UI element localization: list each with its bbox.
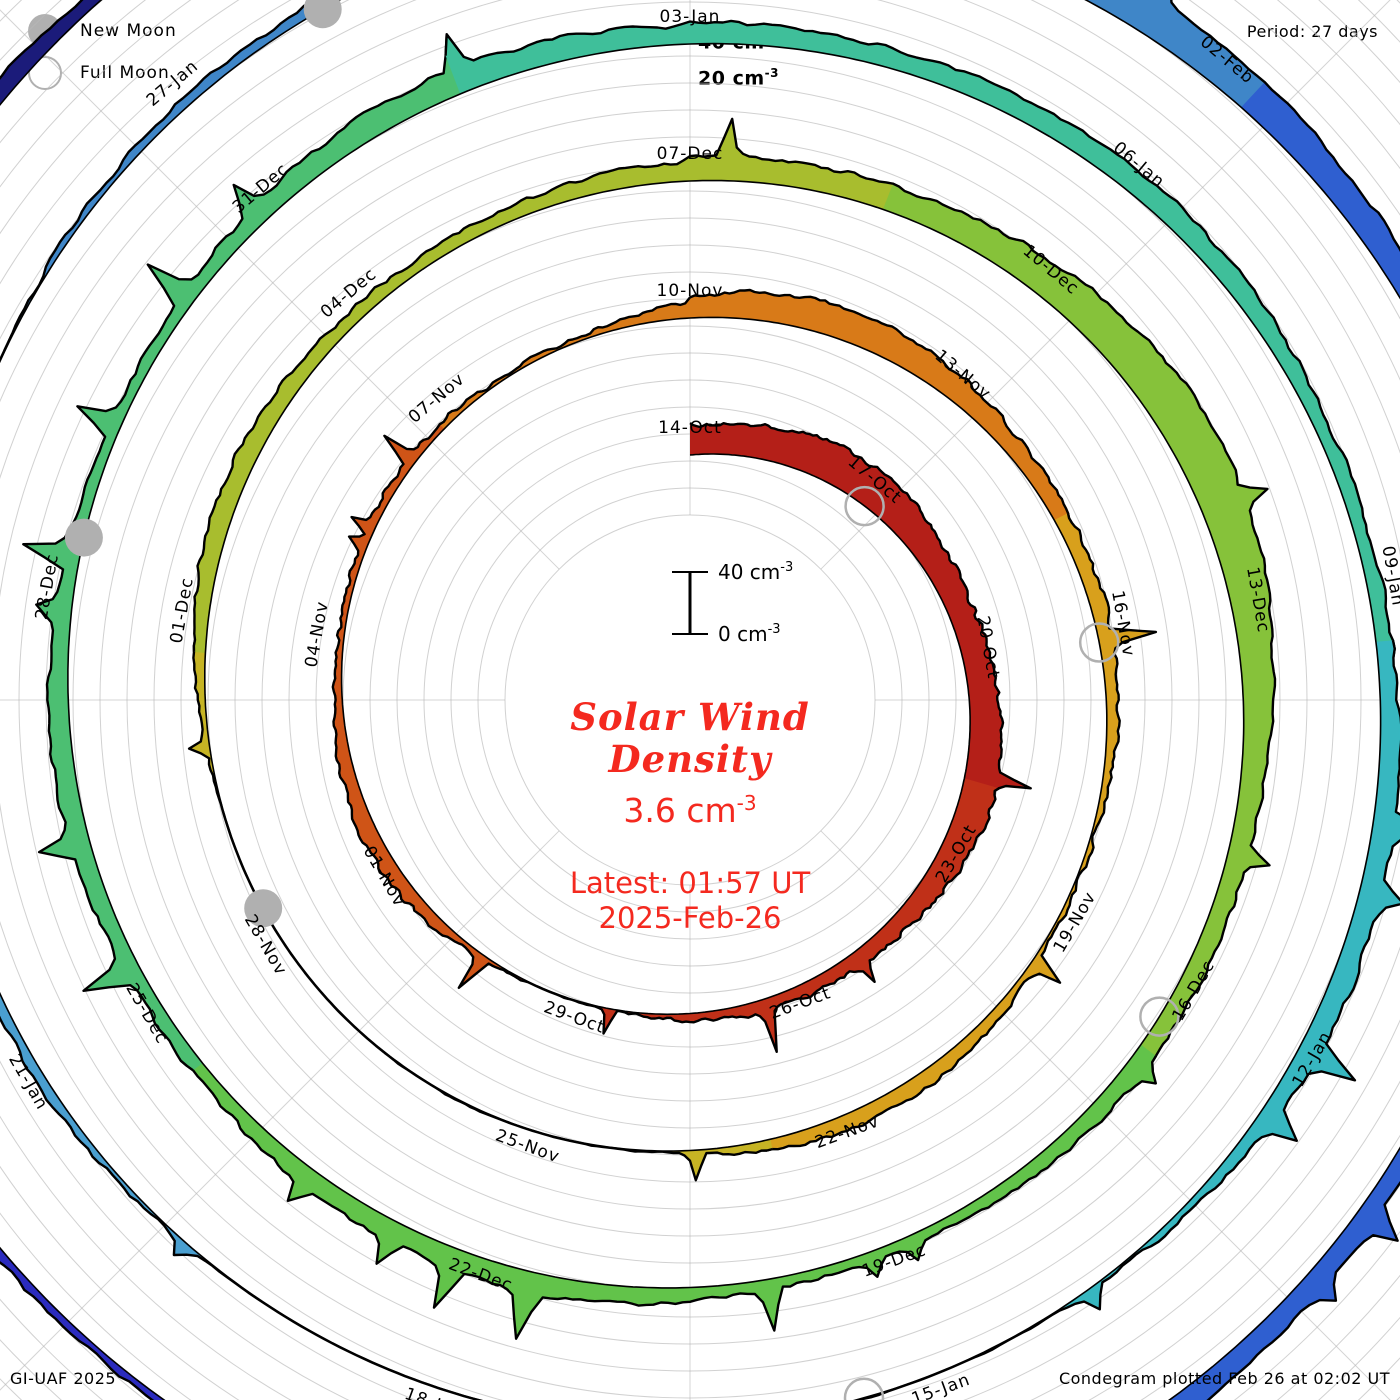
new-moon-marker <box>244 889 283 928</box>
key-axis-top-label: 40 cm-3 <box>718 560 793 584</box>
grid-spoke <box>820 0 1391 570</box>
grid-spoke <box>820 830 1391 1400</box>
density-line <box>761 512 1158 1152</box>
density-line <box>22 33 465 1072</box>
plot-timestamp: Condegram plotted Feb 26 at 02:02 UT <box>1058 1369 1390 1388</box>
density-line <box>1206 81 1400 1400</box>
density-fill <box>882 183 1275 1072</box>
density-line <box>331 417 518 989</box>
density-line <box>892 182 1277 1072</box>
legend-item-full-moon: Full Moon <box>28 52 177 94</box>
date-label: 29-Oct <box>541 997 608 1038</box>
density-line <box>689 422 1032 795</box>
date-label: 10-Nov <box>657 281 724 301</box>
plot-title-line1: Solar Wind <box>570 695 810 739</box>
density-line <box>439 288 1073 524</box>
full-moon-marker <box>1078 622 1120 663</box>
date-label: 25-Nov <box>493 1126 563 1168</box>
period-label: Period: 27 days <box>1246 22 1378 41</box>
grid-spoke <box>0 9 560 570</box>
density-line <box>0 1261 155 1400</box>
date-label: 04-Nov <box>302 600 333 669</box>
moon-phase-legend: New Moon Full Moon <box>28 10 177 94</box>
attribution: GI-UAF 2025 <box>10 1369 117 1388</box>
density-line <box>180 1055 1157 1340</box>
date-label: 14-Oct <box>658 418 722 438</box>
density-line <box>192 117 906 652</box>
density-line <box>3 0 1281 352</box>
density-fill <box>4 0 1280 351</box>
current-value: 3.6 cm-3 <box>623 791 756 830</box>
date-label: 07-Nov <box>405 369 469 427</box>
full-moon-marker <box>844 485 885 527</box>
full-moon-marker <box>1139 996 1180 1037</box>
density-fill <box>690 423 1031 795</box>
date-label: 03-Jan <box>660 7 721 27</box>
full-moon-marker <box>843 1377 885 1400</box>
density-line <box>444 19 1396 658</box>
density-fill <box>510 778 1000 1052</box>
center-readout: Solar Wind Density 3.6 cm-3 Latest: 01:5… <box>570 695 811 935</box>
density-line <box>854 640 1400 1400</box>
legend-label-new-moon: New Moon <box>80 21 177 41</box>
latest-date: 2025-Feb-26 <box>599 901 782 935</box>
latest-time: Latest: 01:57 UT <box>570 866 811 900</box>
density-fill <box>439 290 1072 529</box>
new-moon-marker <box>64 518 103 557</box>
date-label: 15-Jan <box>909 1370 973 1400</box>
date-label: 07-Dec <box>657 144 724 164</box>
new-moon-marker <box>303 0 342 29</box>
density-fill <box>1169 82 1400 1400</box>
density-line <box>509 787 1000 1053</box>
plot-title-line2: Density <box>607 737 773 781</box>
density-fill <box>332 418 519 988</box>
center-key-axis: 40 cm-3 0 cm-3 <box>672 560 793 646</box>
moon-markers <box>64 0 1180 1400</box>
key-axis-bottom-label: 0 cm-3 <box>718 622 781 646</box>
legend-label-full-moon: Full Moon <box>80 63 170 83</box>
